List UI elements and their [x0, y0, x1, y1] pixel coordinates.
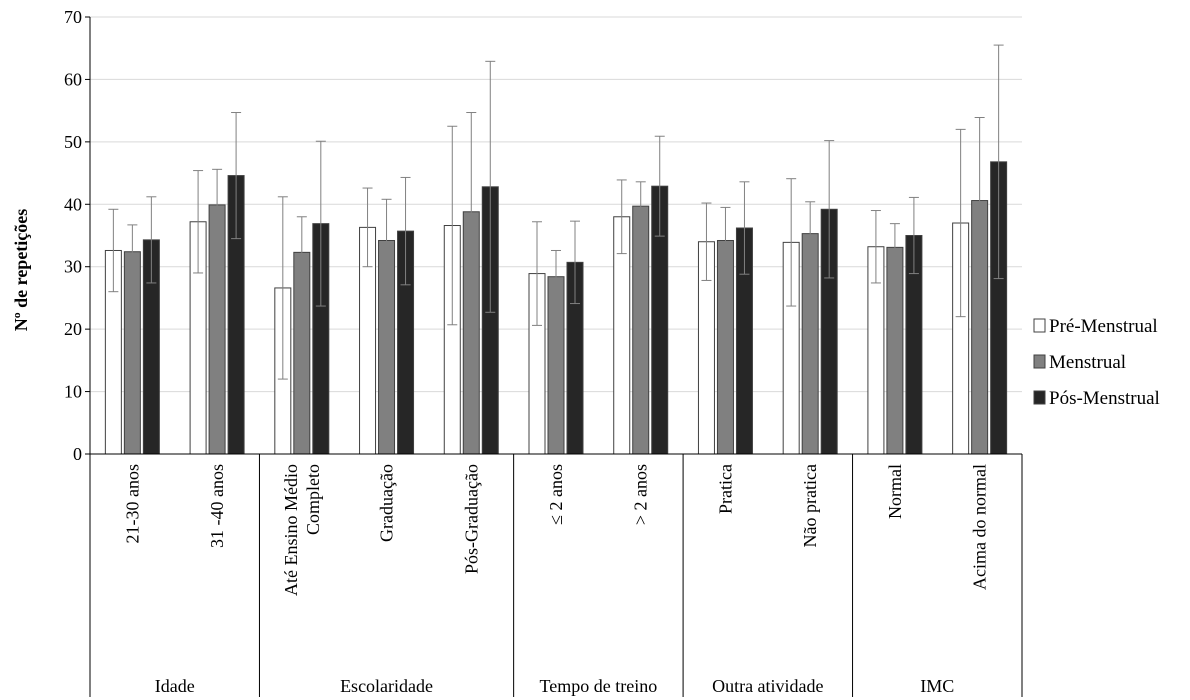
category-label: 21-30 anos [122, 464, 142, 544]
y-tick-label: 20 [64, 319, 82, 339]
legend-label: Menstrual [1049, 352, 1126, 373]
bar-menstrual-8 [801, 233, 819, 455]
category-label: Completo [303, 464, 323, 535]
legend-swatch [1033, 354, 1046, 369]
bars [104, 161, 1008, 455]
category-label: ≤ 2 anos [546, 464, 566, 525]
group-label: Idade [155, 676, 195, 696]
category-label: 31 -40 anos [207, 464, 227, 548]
group-label: IMC [920, 676, 954, 696]
group-label: Tempo de treino [540, 676, 658, 696]
legend-label: Pré-Menstrual [1049, 316, 1158, 337]
y-tick-labels: 0 10 20 30 40 50 60 70 [64, 7, 82, 464]
bar-menstrual-9 [886, 246, 904, 455]
bar-menstrual-6 [632, 205, 650, 455]
y-tick-label: 50 [64, 132, 82, 152]
y-tick-label: 30 [64, 257, 82, 277]
category-label: Graduação [377, 464, 397, 542]
bar-menstrual-1 [208, 204, 226, 455]
y-tick-label: 70 [64, 7, 82, 27]
y-tick-label: 10 [64, 382, 82, 402]
legend-swatch [1033, 390, 1046, 405]
y-tick-label: 0 [73, 444, 82, 464]
category-label: > 2 anos [631, 464, 651, 525]
y-axis-label: Nº de repetições [11, 209, 31, 332]
legend: Pré-Menstrual Menstrual Pós-Menstrual [1033, 316, 1160, 409]
category-label: Pós-Graduação [461, 464, 481, 574]
y-tick-label: 60 [64, 69, 82, 89]
category-label: Acima do normal [970, 464, 990, 590]
category-label: Pratica [715, 464, 735, 514]
y-tick-label: 40 [64, 194, 82, 214]
group-label: Escolaridade [340, 676, 433, 696]
group-labels: Idade Escolaridade Tempo de treino Outra at… [155, 676, 955, 696]
legend-swatch [1033, 318, 1046, 333]
axes [85, 16, 1023, 697]
group-label: Outra atividade [712, 676, 823, 696]
error-bars [108, 44, 1004, 380]
category-labels: 21-30 anos 31 -40 anos Até Ensino Médio Com… [122, 464, 989, 596]
bar-menstrual-0 [123, 251, 141, 455]
category-label: Não pratica [800, 464, 820, 547]
legend-label: Pós-Menstrual [1049, 388, 1160, 409]
category-label: Até Ensino Médio [281, 464, 301, 596]
category-label: Normal [885, 464, 905, 519]
